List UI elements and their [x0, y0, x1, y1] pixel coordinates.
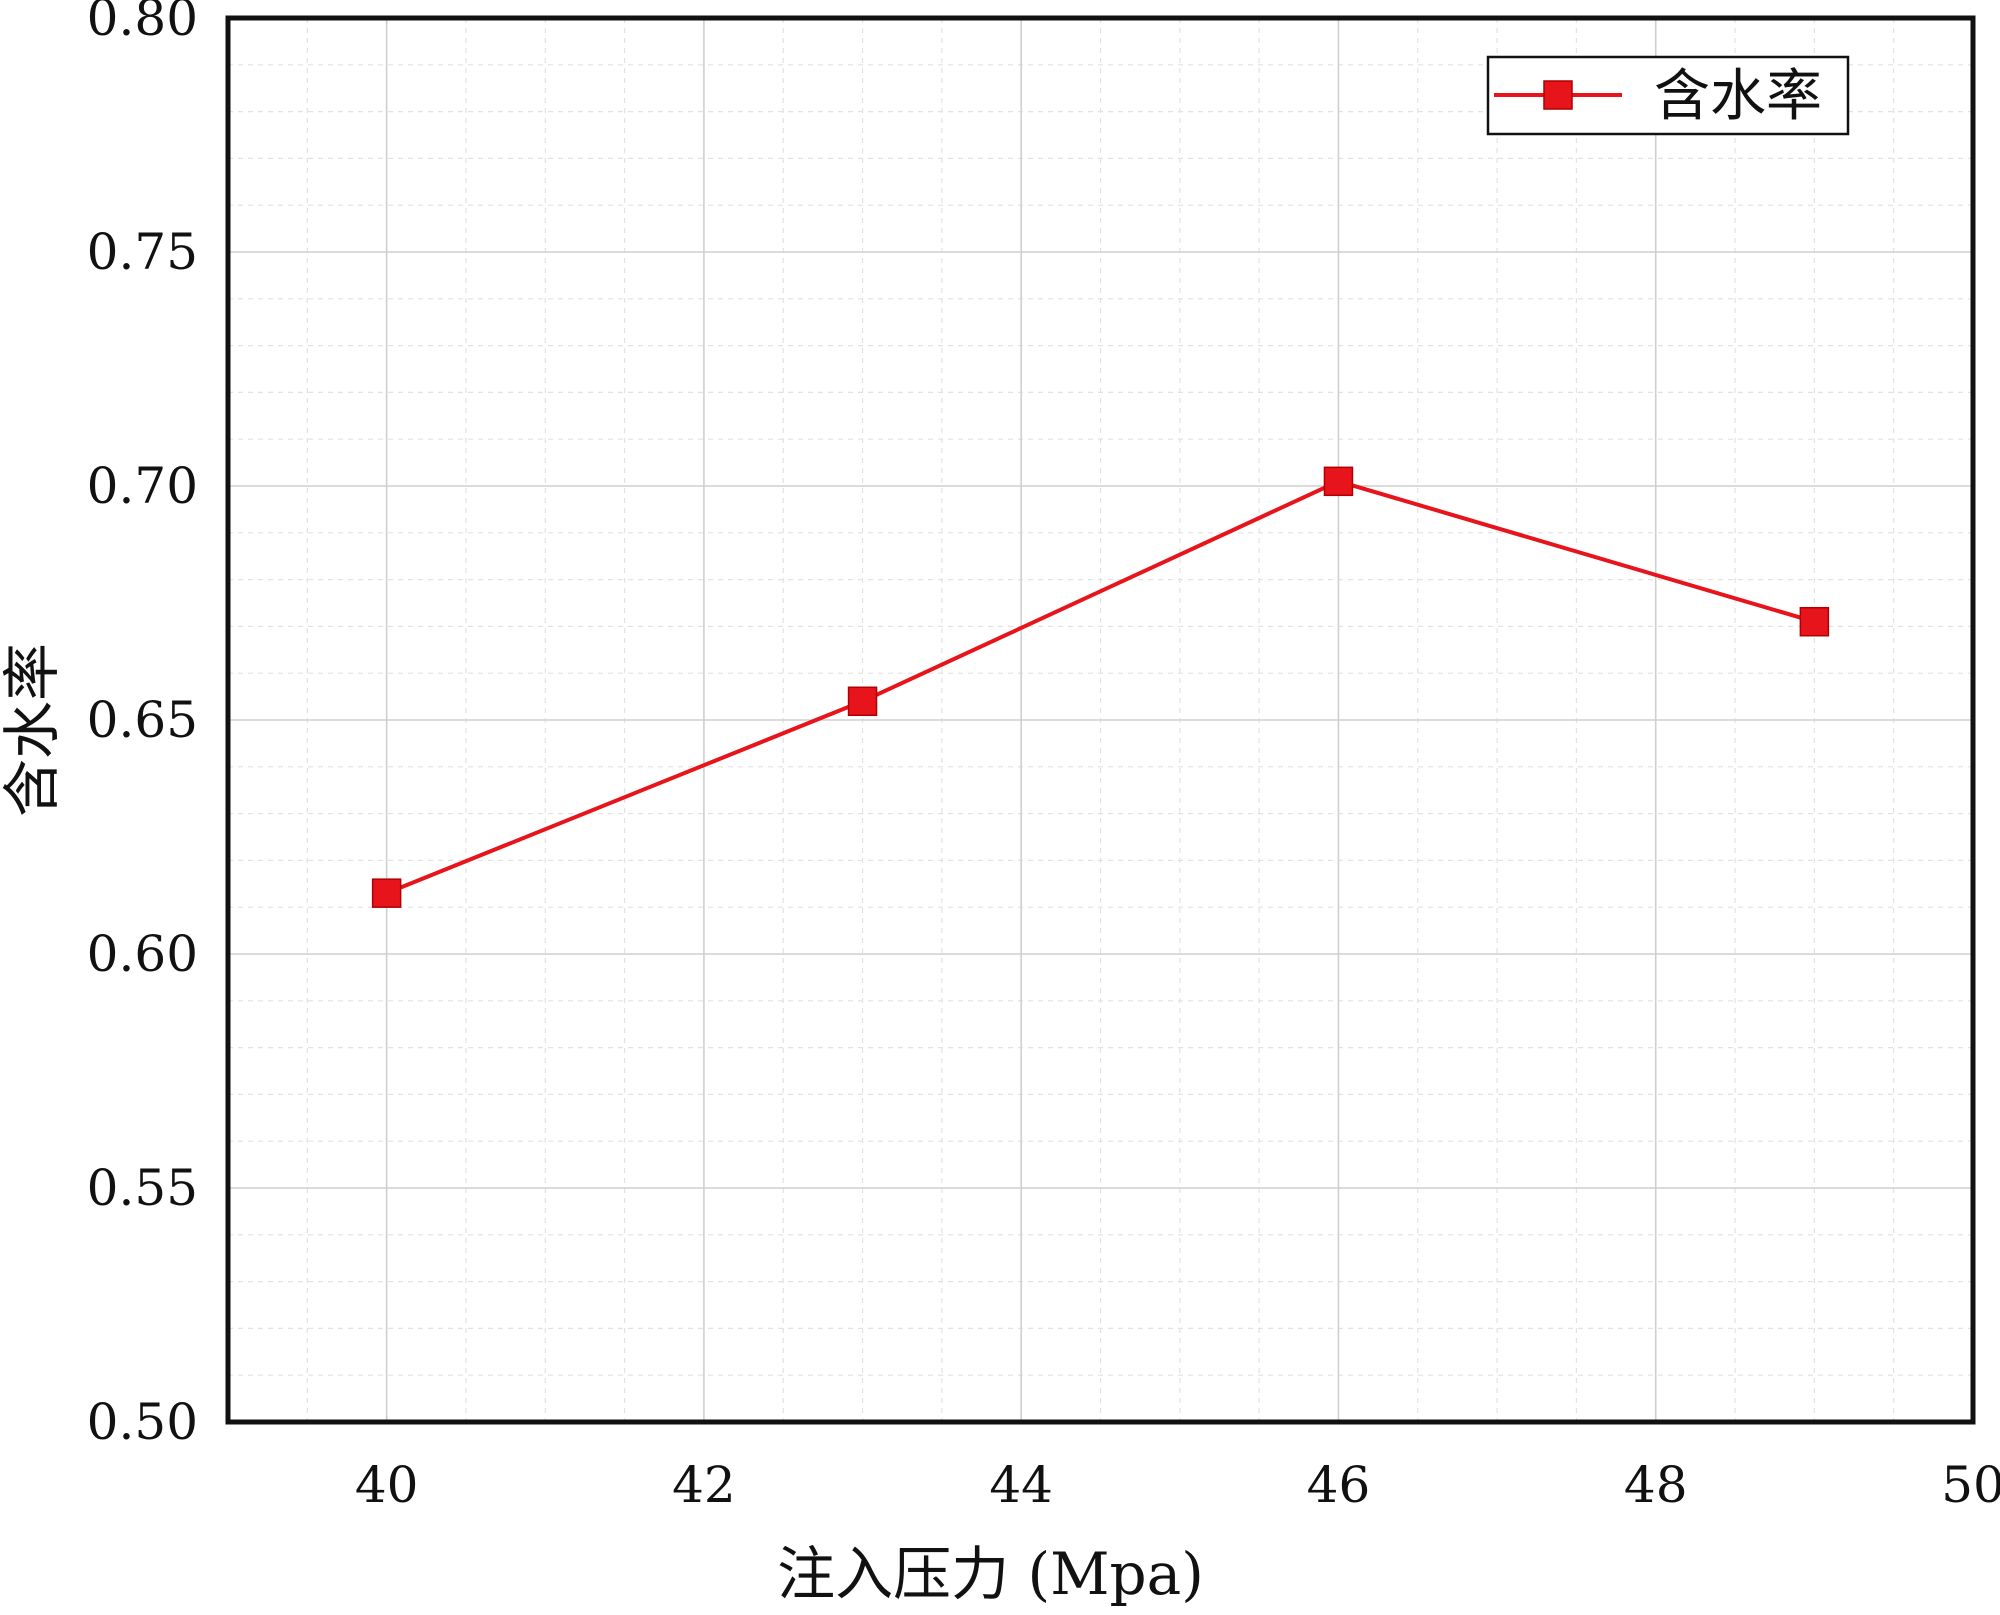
y-tick-label: 0.60: [87, 925, 198, 983]
data-point: [847, 686, 878, 717]
x-tick-label: 48: [1624, 1456, 1688, 1514]
legend: 含水率: [1486, 55, 1850, 136]
y-tick-label: 0.80: [87, 0, 198, 47]
x-tick-label: 44: [989, 1456, 1053, 1514]
y-tick-label: 0.65: [87, 691, 198, 749]
x-tick-label: 40: [355, 1456, 419, 1514]
data-point: [1799, 606, 1830, 637]
legend-marker: [1543, 80, 1573, 110]
data-point: [371, 878, 402, 908]
plot-frame: [225, 15, 1976, 1425]
legend-label: 含水率: [1654, 64, 1822, 129]
x-tick-label: 50: [1941, 1456, 2000, 1514]
y-tick-label: 0.55: [87, 1159, 198, 1217]
x-tick-label: 46: [1307, 1456, 1371, 1514]
x-tick-label: 42: [672, 1456, 736, 1514]
y-axis-ticks: 0.50 0.55 0.60 0.65 0.70 0.75 0.80: [87, 0, 198, 1451]
series-line: [385, 479, 1815, 896]
x-axis-title: 注入压力 (Mpa): [777, 1540, 1204, 1608]
y-axis-title: 含水率: [0, 643, 66, 817]
y-tick-label: 0.50: [87, 1393, 198, 1451]
data-point: [1323, 466, 1354, 497]
y-tick-label: 0.70: [87, 457, 198, 515]
y-tick-label: 0.75: [87, 223, 198, 281]
series-layer: [371, 466, 1830, 908]
x-axis-ticks: 40 42 44 46 48 50: [355, 1456, 2000, 1514]
